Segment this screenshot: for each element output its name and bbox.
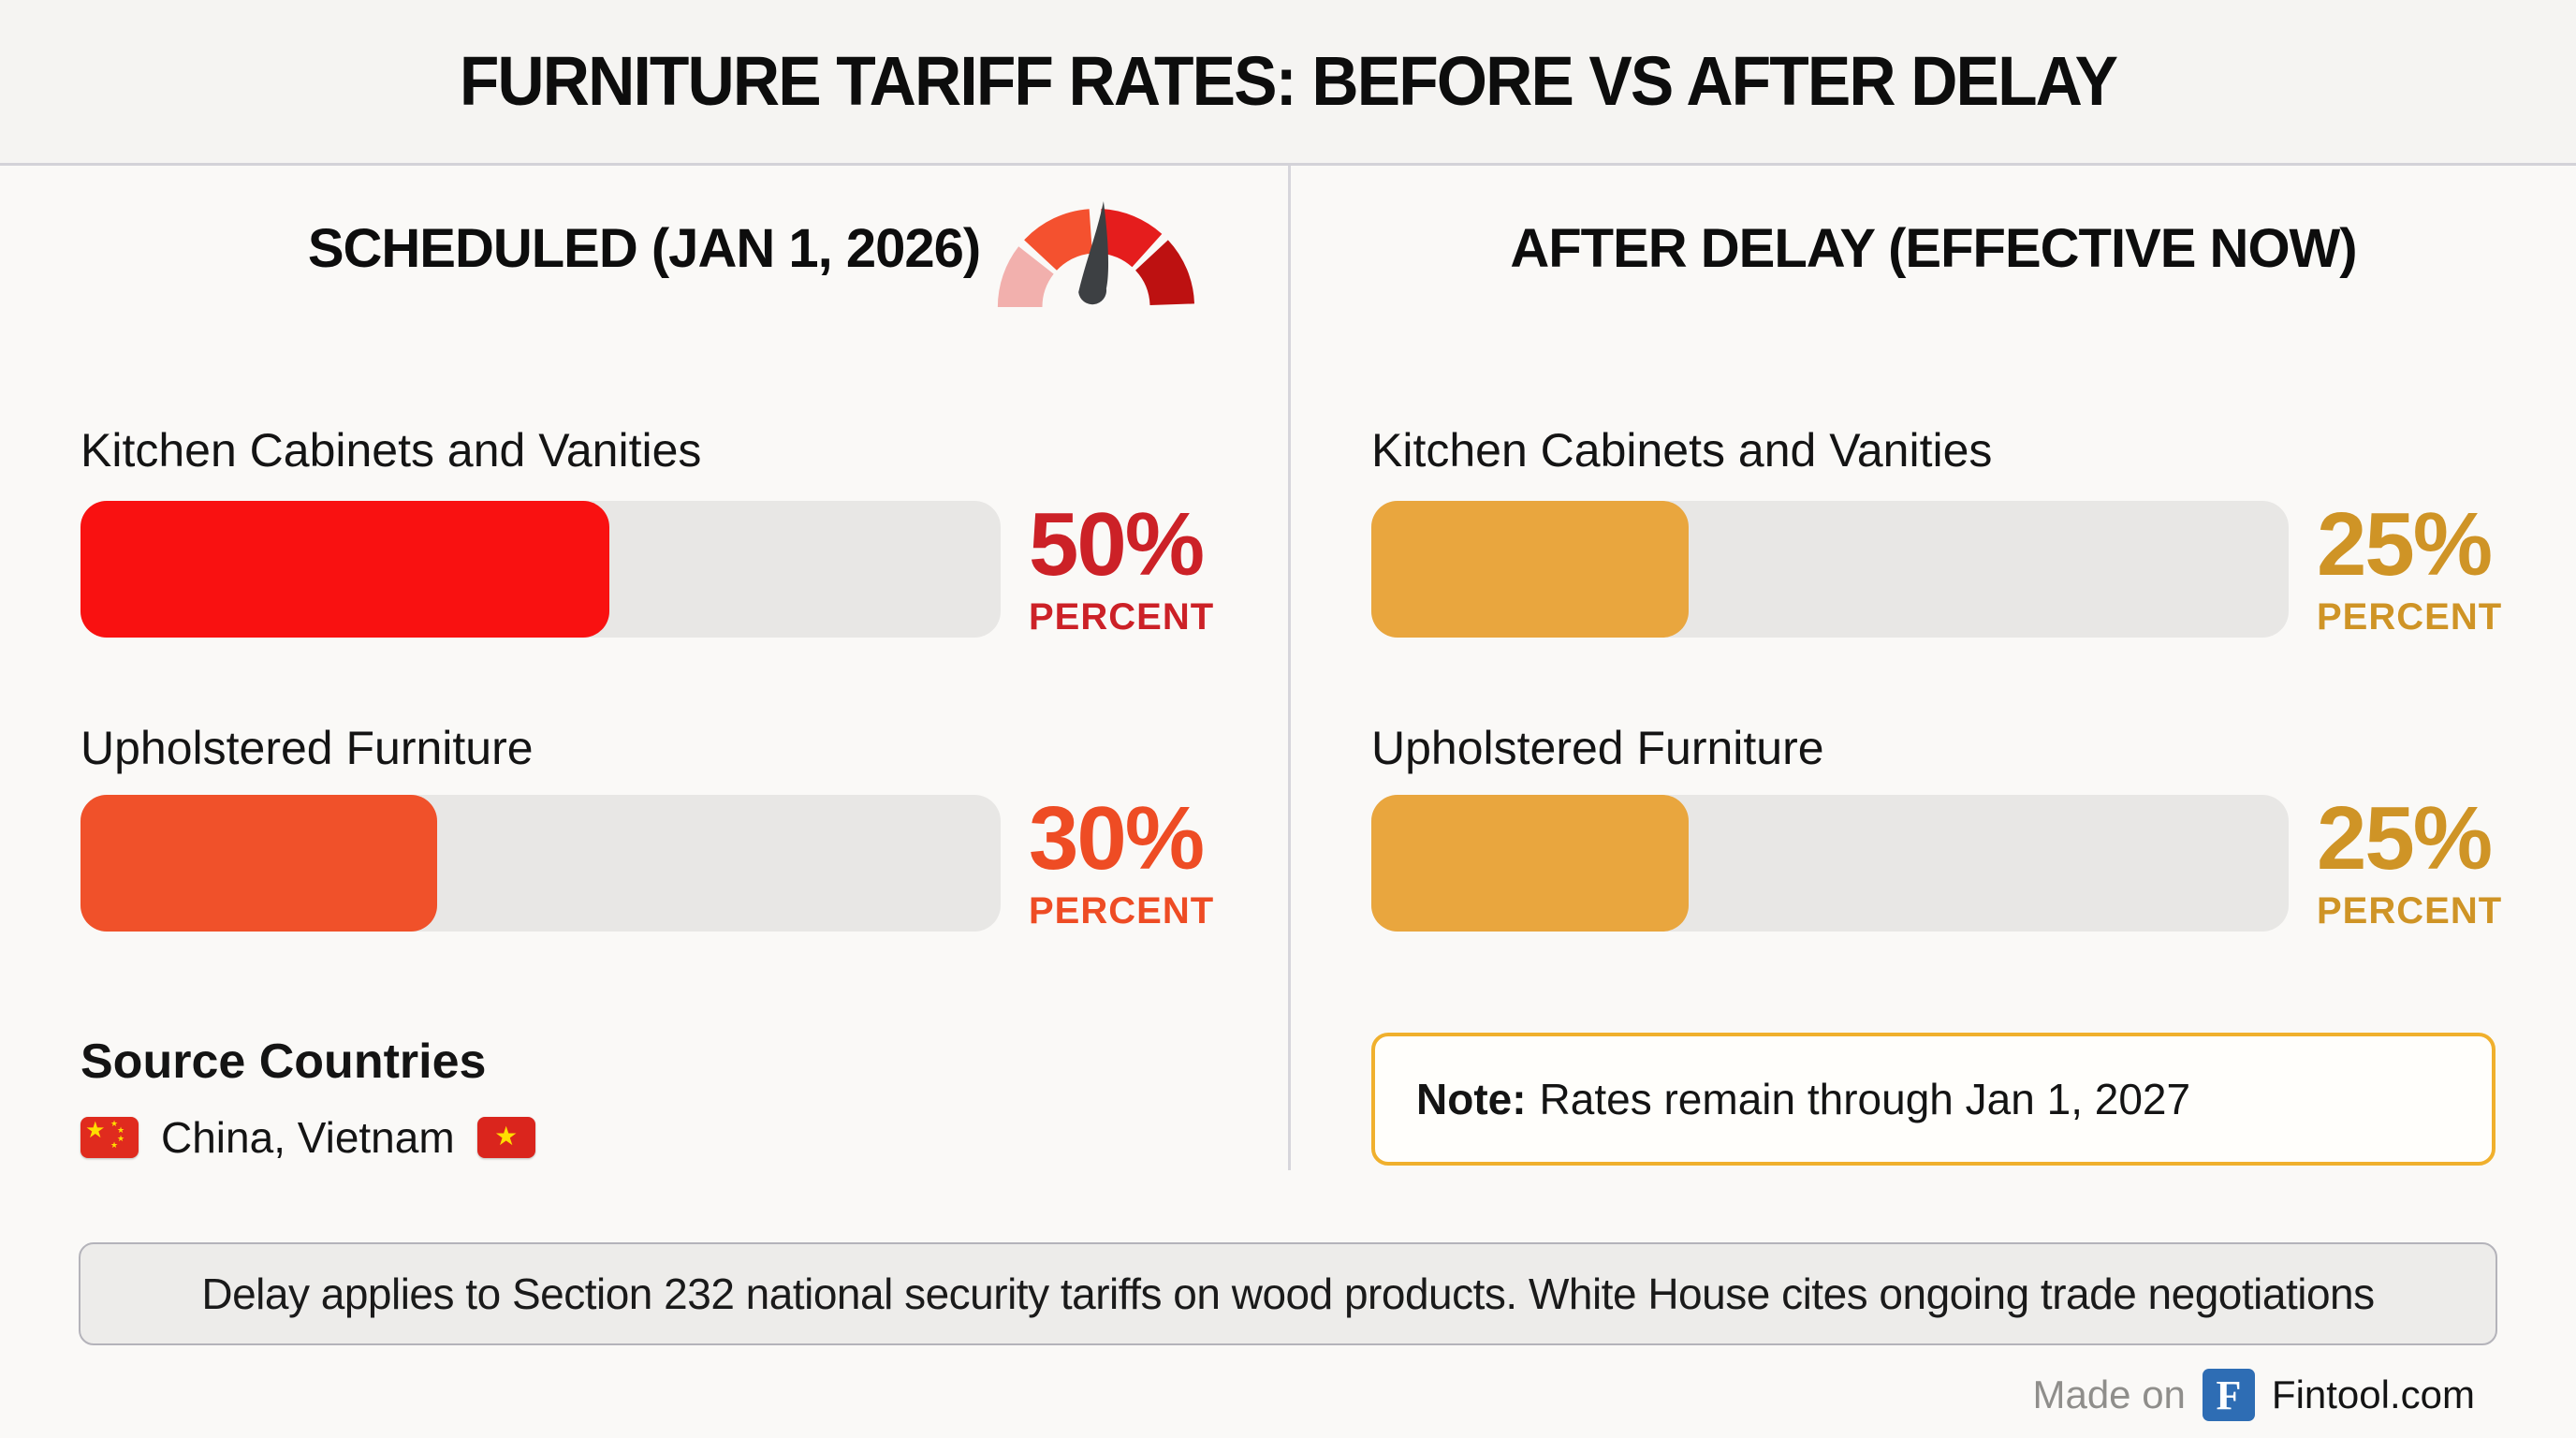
panel-scheduled-header: SCHEDULED (JAN 1, 2026) — [307, 218, 981, 279]
bar-track — [80, 795, 1001, 932]
value-block: 25% PERCENT — [2289, 788, 2503, 932]
bar-value: 50% — [1029, 494, 1205, 594]
bar-fill — [1371, 795, 1690, 932]
bar-value: 30% — [1029, 788, 1205, 888]
china-flag-big-star: ★ — [85, 1118, 106, 1143]
panel-scheduled: SCHEDULED (JAN 1, 2026) Kitchen Cabinets… — [0, 166, 1288, 1170]
bar-unit: PERCENT — [2317, 596, 2503, 638]
bar-fill — [80, 795, 438, 932]
bar-value: 25% — [2317, 494, 2493, 594]
tariff-row-label: Upholstered Furniture — [80, 722, 534, 774]
made-on-label: Made on — [2032, 1372, 2186, 1416]
bar-unit: PERCENT — [2317, 890, 2503, 932]
tariff-row-kitchen-cabinets: Kitchen Cabinets and Vanities 25% PERCEN… — [1371, 421, 2503, 638]
tariff-row-label: Upholstered Furniture — [1371, 722, 1824, 774]
vietnam-flag-icon: ★ — [476, 1117, 535, 1158]
footnote-bar: Delay applies to Section 232 national se… — [79, 1242, 2497, 1345]
bar-unit: PERCENT — [1029, 596, 1215, 638]
bar-line: 50% PERCENT — [80, 200, 1215, 638]
bar-line: 30% PERCENT — [80, 788, 1215, 932]
page-title: FURNITURE TARIFF RATES: BEFORE VS AFTER … — [459, 42, 2118, 120]
tariff-row-label: Kitchen Cabinets and Vanities — [1371, 424, 1993, 477]
speedometer-gauge-icon — [985, 199, 1208, 311]
bar-fill — [80, 501, 610, 638]
note-text: Rates remain through Jan 1, 2027 — [1539, 1075, 2191, 1123]
panel-after-delay: AFTER DELAY (EFFECTIVE NOW) Kitchen Cabi… — [1288, 166, 2576, 1170]
value-block: 25% PERCENT — [2289, 494, 2503, 638]
tariff-row-upholstered: Upholstered Furniture 25% PERCENT — [1371, 719, 2503, 932]
value-block: 30% PERCENT — [1001, 788, 1215, 932]
bar-fill — [1371, 501, 1690, 638]
note-prefix: Note: — [1416, 1075, 1527, 1123]
tariff-row-label: Kitchen Cabinets and Vanities — [80, 424, 702, 477]
bar-line: 25% PERCENT — [1371, 788, 2503, 932]
fintool-brand-link[interactable]: Fintool.com — [2271, 1372, 2475, 1416]
source-countries-section: Source Countries ★ ★ ★ ★ ★ China, Vietna… — [80, 1035, 1208, 1163]
bar-unit: PERCENT — [1029, 890, 1215, 932]
tariff-row-upholstered: Upholstered Furniture 30% PERCENT — [80, 719, 1215, 932]
panel-after-delay-header: AFTER DELAY (EFFECTIVE NOW) — [1510, 218, 2357, 279]
china-flag-small-star: ★ — [117, 1134, 125, 1143]
bar-value: 25% — [2317, 788, 2493, 888]
source-countries-text: China, Vietnam — [161, 1113, 455, 1162]
tariff-row-kitchen-cabinets: Kitchen Cabinets and Vanities 50% PERCEN… — [80, 200, 1215, 638]
footnote-text: Delay applies to Section 232 national se… — [201, 1269, 2375, 1318]
china-flag-icon: ★ ★ ★ ★ ★ — [80, 1117, 139, 1158]
source-countries-heading: Source Countries — [80, 1034, 487, 1089]
comparison-panels: SCHEDULED (JAN 1, 2026) Kitchen Cabinets… — [0, 166, 2576, 1170]
bar-track — [1371, 501, 2289, 638]
bar-track — [1371, 795, 2289, 932]
fintool-logo-icon[interactable]: F — [2202, 1369, 2255, 1421]
footer-attribution: Made on F Fintool.com — [2032, 1369, 2475, 1421]
source-countries-row: ★ ★ ★ ★ ★ China, Vietnam ★ — [80, 1112, 1208, 1163]
china-flag-small-star: ★ — [110, 1140, 119, 1150]
china-flag-small-star: ★ — [117, 1125, 125, 1135]
vietnam-flag-star: ★ — [494, 1121, 519, 1151]
header-band: FURNITURE TARIFF RATES: BEFORE VS AFTER … — [0, 0, 2576, 166]
china-flag-small-star: ★ — [110, 1119, 119, 1128]
note-box: Note: Rates remain through Jan 1, 2027 — [1371, 1033, 2496, 1166]
bar-track — [80, 501, 1001, 638]
value-block: 50% PERCENT — [1001, 494, 1215, 638]
bar-line: 25% PERCENT — [1371, 494, 2503, 638]
